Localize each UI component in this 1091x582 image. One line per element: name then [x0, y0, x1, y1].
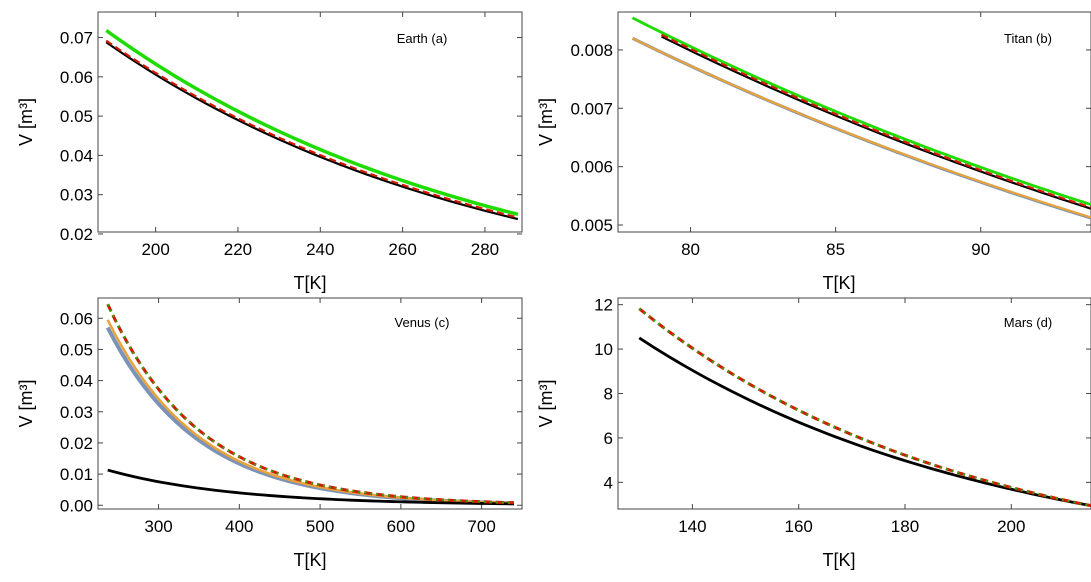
x-tick-label: 700: [467, 517, 495, 536]
x-tick-label: 280: [471, 240, 499, 259]
plot-frame: [617, 297, 1091, 510]
x-tick-label: 140: [678, 517, 706, 536]
x-axis-label: T[K]: [822, 550, 855, 570]
y-tick-label: 0.06: [60, 68, 93, 87]
chart-panel-4: 140 160 180 200 4 6 8 10 12 T[K] V [m³] Mars (d): [536, 296, 1091, 570]
plot-frame: [97, 11, 523, 233]
series-line-5: [106, 303, 514, 504]
y-tick-label: 0.05: [60, 107, 93, 126]
x-tick-label: 80: [681, 240, 700, 259]
x-tick-label: 220: [224, 240, 252, 259]
series-line-1: [638, 336, 1091, 508]
y-tick-label: 0.005: [570, 216, 613, 235]
x-tick-label: 260: [388, 240, 416, 259]
chart-panel-2: 80 85 90 0.005 0.006 0.007 0.008 T[K] V [m³] Tita…: [536, 11, 1091, 293]
x-tick-label: 90: [971, 240, 990, 259]
y-tick-label: 0.07: [60, 29, 93, 48]
series-line-2: [638, 307, 1091, 508]
series-line-3: [105, 39, 519, 219]
x-tick-label: 600: [387, 517, 415, 536]
series-line-1: [631, 36, 1091, 220]
x-tick-label: 500: [306, 517, 334, 536]
series-line-4: [106, 303, 514, 505]
y-tick-label: 0.00: [60, 496, 93, 515]
y-tick-label: 0.03: [60, 403, 93, 422]
y-tick-label: 10: [594, 340, 613, 359]
y-tick-label: 0.02: [60, 225, 93, 244]
y-tick-label: 12: [594, 296, 613, 315]
y-tick-label: 0.007: [570, 99, 613, 118]
x-tick-label: 240: [306, 240, 334, 259]
x-tick-label: 200: [141, 240, 169, 259]
y-axis-label: V [m³]: [16, 380, 36, 428]
plot-frame: [617, 11, 1091, 233]
y-tick-label: 0.04: [60, 372, 93, 391]
panel-label: Titan (b): [1004, 31, 1052, 46]
x-axis-label: T[K]: [293, 273, 326, 293]
series-line-3: [107, 468, 514, 506]
y-tick-label: 4: [604, 473, 613, 492]
series-line-5: [661, 33, 1091, 209]
x-tick-label: 160: [785, 517, 813, 536]
series-line-2: [105, 41, 519, 221]
x-tick-label: 400: [225, 517, 253, 536]
y-tick-label: 6: [604, 429, 613, 448]
y-axis-label: V [m³]: [536, 380, 556, 428]
y-tick-label: 8: [604, 385, 613, 404]
x-tick-label: 180: [891, 517, 919, 536]
x-tick-label: 300: [144, 517, 172, 536]
panel-label: Venus (c): [395, 315, 450, 330]
y-axis-label: V [m³]: [16, 98, 36, 146]
x-axis-label: T[K]: [822, 273, 855, 293]
series-line-1: [105, 29, 519, 217]
y-tick-label: 0.06: [60, 309, 93, 328]
series-line-4: [661, 35, 1091, 210]
series-line-3: [638, 307, 1091, 507]
series-line-3: [631, 16, 1091, 206]
x-axis-label: T[K]: [293, 550, 326, 570]
series-line-2: [632, 37, 1091, 219]
chart-panel-3: 300 400 500 600 700 0.00 0.01 0.02 0.03 0.04 0.05 0…: [16, 297, 523, 570]
x-tick-label: 200: [997, 517, 1025, 536]
y-tick-label: 0.008: [570, 41, 613, 60]
plot-frame: [97, 297, 523, 510]
panel-label: Earth (a): [397, 31, 448, 46]
y-tick-label: 0.02: [60, 434, 93, 453]
series-line-2: [106, 319, 514, 505]
y-tick-label: 0.01: [60, 465, 93, 484]
chart-panel-1: 200 220 240 260 280 0.02 0.03 0.04 0.05 0.06 0.07 T…: [16, 11, 523, 293]
series-line-1: [105, 326, 514, 506]
y-tick-label: 0.006: [570, 158, 613, 177]
panel-label: Mars (d): [1004, 315, 1052, 330]
y-tick-label: 0.03: [60, 186, 93, 205]
y-tick-label: 0.04: [60, 146, 93, 165]
x-tick-label: 85: [826, 240, 845, 259]
y-tick-label: 0.05: [60, 340, 93, 359]
y-axis-label: V [m³]: [536, 98, 556, 146]
